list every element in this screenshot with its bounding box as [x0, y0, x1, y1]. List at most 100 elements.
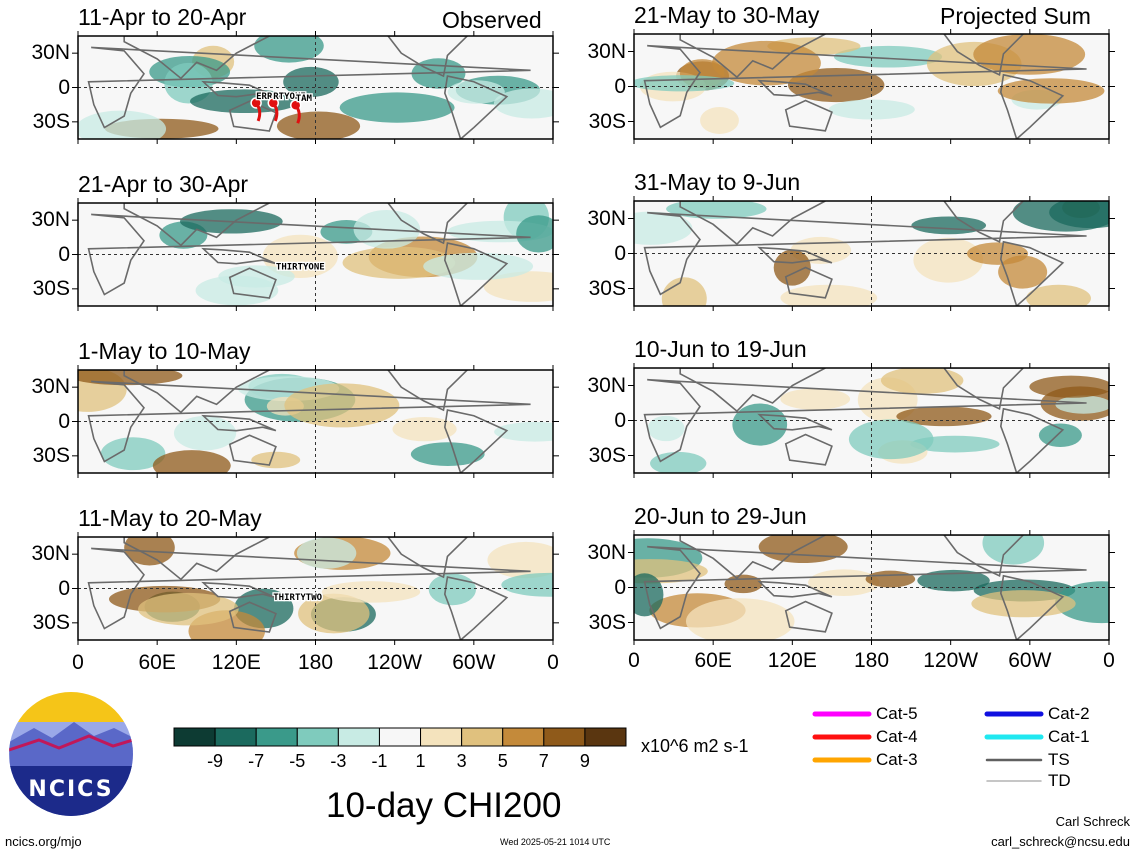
anomaly-blob: [848, 419, 934, 460]
anomaly-blob: [780, 388, 851, 410]
anomaly-blob: [321, 581, 421, 603]
coastline: [87, 547, 531, 630]
colorbar-units: x10^6 m2 s-1: [641, 736, 749, 756]
anomaly-blob: [1038, 423, 1082, 448]
colorbar-swatch: [173, 727, 216, 747]
storm-name: THIRTYTWO: [273, 593, 322, 603]
map-panel-right-3: [628, 363, 1115, 478]
legend-label-cat-4: Cat-4: [876, 727, 918, 746]
legend-label-cat-1: Cat-1: [1048, 727, 1090, 746]
anomaly-blob: [296, 537, 357, 569]
coastline: [757, 413, 833, 431]
coastline: [123, 203, 270, 247]
panel-title: 31-May to 9-Jun: [634, 169, 801, 195]
lon-label: 0: [628, 649, 640, 672]
colorbar-swatch: [214, 727, 257, 747]
colorbar-swatch: [584, 727, 627, 747]
lat-label: 30N: [587, 540, 626, 564]
coastline: [643, 211, 1087, 296]
anomaly-blob: [152, 450, 231, 473]
anomaly-blob: [262, 234, 338, 279]
coastline: [943, 34, 1025, 76]
colorbar-label: -1: [371, 751, 388, 771]
colorbar-label: 9: [579, 751, 590, 771]
coastline: [784, 433, 833, 466]
lat-label: 30S: [32, 443, 70, 467]
coastline: [387, 203, 469, 245]
coastline: [123, 370, 270, 414]
coastline: [943, 201, 1025, 243]
coastline: [443, 75, 509, 139]
anomaly-blob: [1049, 201, 1109, 229]
projected-sum-label: Projected Sum: [940, 3, 1091, 29]
lon-label: 60W: [1008, 649, 1052, 672]
anomaly-blob: [773, 249, 811, 286]
lat-label: 0: [614, 408, 626, 432]
coastline: [228, 100, 277, 132]
observed-label: Observed: [442, 7, 542, 33]
panel-title: 20-Jun to 29-Jun: [634, 503, 807, 529]
anomaly-blob: [100, 437, 166, 471]
colorbar-swatch: [337, 727, 380, 747]
lat-label: 30S: [588, 109, 626, 133]
colorbar: [173, 727, 627, 747]
colorbar-label: 5: [497, 751, 508, 771]
anomaly-blob: [138, 592, 239, 626]
coastline: [643, 44, 1087, 129]
colorbar-swatch: [543, 727, 586, 747]
coastline: [87, 46, 531, 129]
colorbar-label: 1: [415, 751, 426, 771]
coastline: [228, 434, 277, 466]
anomaly-blob: [967, 242, 1029, 265]
anomaly-blob: [276, 111, 361, 139]
coastline: [757, 580, 833, 598]
lat-label: 30N: [31, 375, 70, 399]
coastline: [784, 266, 833, 299]
anomaly-blob: [982, 535, 1045, 565]
lat-label: 0: [614, 241, 626, 265]
storm-track: [272, 102, 279, 122]
lat-label: 30N: [587, 39, 626, 63]
anomaly-blob: [493, 88, 553, 119]
coastline: [387, 537, 469, 579]
colorbar-swatch: [296, 727, 339, 747]
legend-label-ts: TS: [1048, 750, 1070, 769]
logo-text: NCICS: [28, 777, 113, 802]
coastline: [784, 99, 833, 132]
map-panel-left-3: [72, 365, 559, 478]
lat-label: 0: [614, 74, 626, 98]
coastline: [228, 601, 277, 633]
lon-label: 120E: [767, 649, 817, 672]
anomaly-blob: [494, 422, 553, 442]
lat-label: 30S: [32, 276, 70, 300]
lon-label: 180: [297, 651, 334, 674]
lat-label: 0: [614, 575, 626, 599]
anomaly-blob: [700, 106, 739, 134]
anomaly-blob: [880, 368, 964, 394]
colorbar-swatch: [461, 727, 504, 747]
lon-label: 120E: [211, 651, 261, 674]
lat-label: 30S: [32, 109, 70, 133]
coastline: [643, 378, 1087, 463]
anomaly-blob: [913, 237, 984, 283]
colorbar-swatch: [420, 727, 463, 747]
lat-label: 0: [58, 409, 70, 433]
anomaly-blob: [251, 451, 301, 469]
lon-label: 120W: [367, 651, 423, 674]
anomaly-blob: [917, 569, 990, 592]
anomaly-blob: [339, 92, 455, 123]
coastline: [999, 240, 1065, 306]
anomaly-blob: [423, 252, 534, 280]
colorbar-label: -7: [248, 751, 265, 771]
legend-label-td: TD: [1048, 771, 1071, 790]
anomaly-blob: [780, 284, 878, 306]
coastline: [387, 370, 469, 412]
coastline: [228, 267, 277, 299]
anomaly-blob: [284, 383, 400, 428]
coastline: [201, 581, 277, 599]
lat-label: 30N: [587, 206, 626, 230]
coastline: [201, 247, 277, 265]
lon-label: 60E: [694, 649, 732, 672]
